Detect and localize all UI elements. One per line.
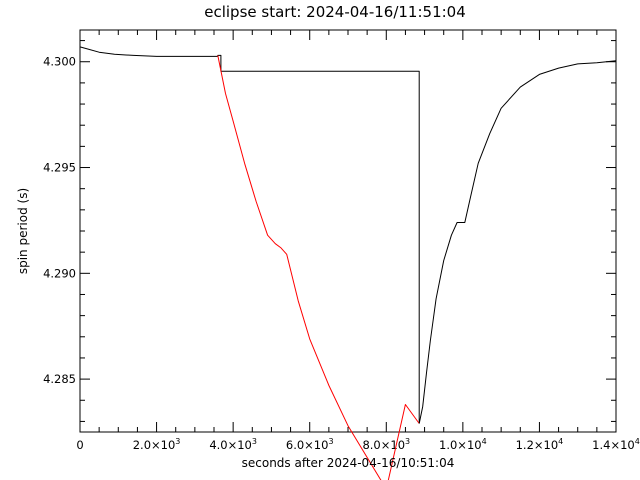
y-tick-label: 4.290 — [43, 266, 76, 280]
series-line-1 — [217, 54, 420, 424]
chart-title: eclipse start: 2024-04-16/11:51:04 — [204, 3, 466, 21]
plot-frame — [79, 29, 617, 433]
series-layer — [79, 46, 617, 480]
y-tick-label: 4.300 — [43, 55, 76, 69]
series-line-3 — [418, 60, 617, 424]
x-tick-labels: 0 2.0×103 4.0×103 6.0×103 8.0×103 1.0×104 1.2×… — [76, 437, 639, 452]
x-tick-label: 1.2×104 — [516, 437, 564, 452]
x-tick-label: 0 — [76, 438, 83, 452]
x-tick-label: 2.0×103 — [133, 437, 181, 452]
x-tick-label: 1.0×104 — [439, 437, 487, 452]
x-tick-label: 6.0×103 — [286, 437, 334, 452]
y-tick-label: 4.295 — [43, 161, 76, 175]
series-line-2 — [217, 55, 420, 480]
y-axis-label: spin period (s) — [16, 188, 30, 274]
x-tick-label: 8.0×103 — [362, 437, 410, 452]
y-tick-label: 4.285 — [43, 372, 76, 386]
axis-ticks — [79, 30, 617, 432]
y-tick-labels: 4.285 4.290 4.295 4.300 — [43, 55, 76, 386]
x-axis-label: seconds after 2024-04-16/10:51:04 — [242, 456, 455, 470]
x-tick-label: 4.0×103 — [209, 437, 257, 452]
x-tick-label: 1.4×104 — [592, 437, 640, 452]
series-line-0 — [79, 46, 218, 57]
